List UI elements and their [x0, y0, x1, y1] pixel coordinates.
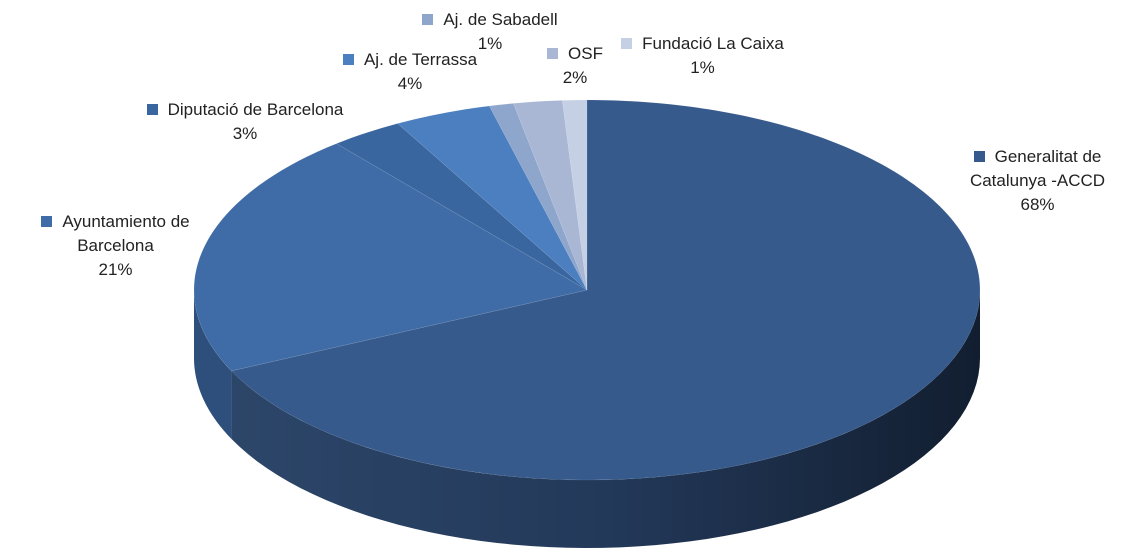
legend-marker	[621, 38, 633, 49]
slice	[193, 143, 588, 372]
legend-entry: OSF	[535, 42, 615, 66]
legend-entry: Aj. de Terrassa	[325, 48, 495, 72]
legend-entry: Generalitat de Catalunya -ACCD	[940, 145, 1132, 193]
category-label: Generalitat de Catalunya -ACCD	[969, 147, 1106, 190]
legend-marker	[547, 48, 559, 59]
slice	[488, 103, 588, 291]
slice-side	[194, 290, 232, 439]
category-label: Fundació La Caixa	[642, 34, 784, 53]
category-label: Aj. de Terrassa	[363, 50, 478, 69]
legend-marker	[422, 14, 434, 25]
slice	[230, 99, 981, 481]
value-label: 2%	[562, 68, 588, 87]
value-label: 1%	[477, 34, 503, 53]
category-label: OSF	[568, 44, 603, 63]
slice	[562, 99, 588, 291]
data-label: Diputació de Barcelona 3%	[110, 98, 380, 146]
value-label: 21%	[98, 260, 133, 279]
value-label: 68%	[1020, 195, 1055, 214]
legend-marker	[41, 216, 53, 227]
legend-entry: Diputació de Barcelona	[110, 98, 380, 122]
legend-marker	[342, 54, 354, 65]
slice	[397, 105, 588, 291]
category-label: Diputació de Barcelona	[167, 100, 344, 119]
slice-side	[231, 290, 981, 548]
data-label: Aj. de Sabadell 1%	[410, 8, 570, 56]
data-label: Fundació La Caixa 1%	[615, 32, 790, 80]
slice	[335, 123, 588, 291]
legend-entry: Ayuntamiento de Barcelona	[8, 210, 223, 258]
category-label: Aj. de Sabadell	[443, 10, 558, 29]
legend-entry: Aj. de Sabadell	[410, 8, 570, 32]
legend-entry: Fundació La Caixa	[615, 32, 790, 56]
slice	[513, 100, 588, 291]
data-label: Generalitat de Catalunya -ACCD 68%	[940, 145, 1132, 217]
legend-marker	[973, 151, 985, 162]
value-label: 1%	[690, 58, 715, 77]
value-label: 3%	[232, 124, 258, 143]
data-label: Ayuntamiento de Barcelona 21%	[8, 210, 223, 282]
data-label: OSF 2%	[535, 42, 615, 90]
legend-marker	[146, 104, 158, 115]
category-label: Ayuntamiento de Barcelona	[62, 212, 190, 255]
value-label: 4%	[397, 74, 423, 93]
data-label: Aj. de Terrassa 4%	[325, 48, 495, 96]
